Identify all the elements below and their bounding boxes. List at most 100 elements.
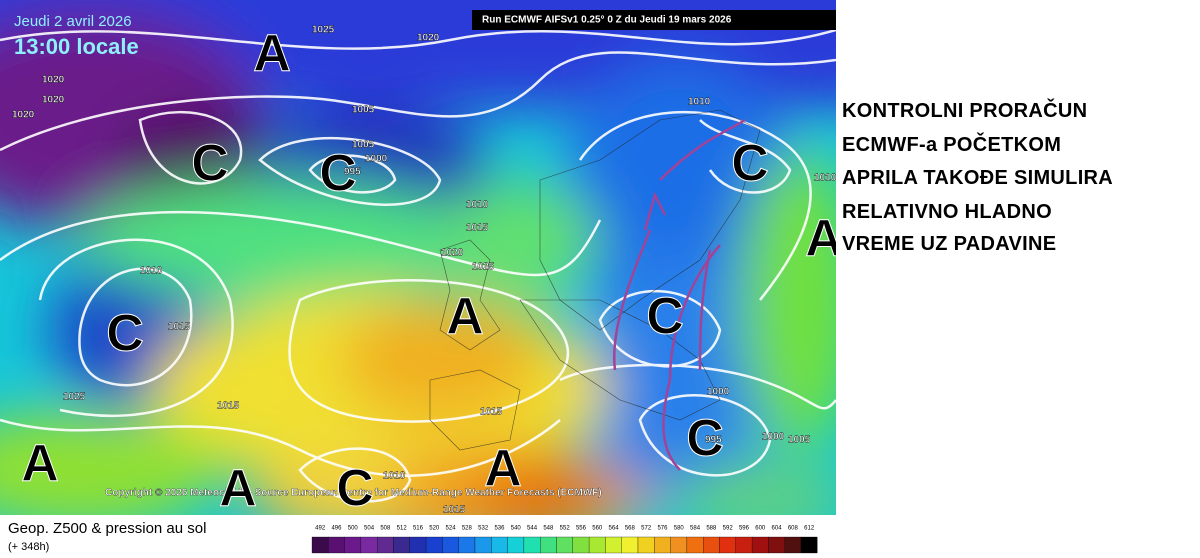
scale-label: 544 — [527, 526, 538, 532]
isobar-label: 1020 — [12, 110, 35, 121]
isobar-label: 1005 — [788, 435, 811, 446]
scale-swatch — [328, 536, 345, 554]
scale-swatch — [719, 536, 736, 554]
scale-swatch — [311, 536, 329, 554]
pressure-center: A — [484, 440, 522, 498]
scale-label: 508 — [380, 526, 391, 532]
isobar-label: 1015 — [168, 322, 191, 333]
scale-label: 584 — [690, 526, 701, 532]
isobar-label: 1015 — [443, 505, 466, 515]
scale-swatch — [800, 536, 818, 554]
isobar-label: 995 — [344, 167, 361, 178]
isobar-label: 1000 — [762, 432, 785, 443]
scale-label: 576 — [657, 526, 668, 532]
legend: Geop. Z500 & pression au sol (+ 348h) 49… — [8, 520, 818, 554]
scale-label: 588 — [706, 526, 717, 532]
forecast-time: 13:00 locale — [14, 34, 139, 59]
isobar-label: 1015 — [480, 407, 503, 418]
isobar-label: 1010 — [383, 471, 406, 482]
scale-label: 548 — [543, 526, 554, 532]
scale-label: 504 — [364, 526, 375, 532]
forecast-date: Jeudi 2 avril 2026 — [14, 13, 132, 30]
scale-label: 496 — [331, 526, 342, 532]
scale-swatch — [605, 536, 622, 554]
pressure-center: C — [319, 145, 357, 203]
scale-label: 572 — [641, 526, 652, 532]
scale-label: 532 — [478, 526, 489, 532]
scale-label: 560 — [592, 526, 603, 532]
scale-label: 592 — [723, 526, 734, 532]
isobar-label: 1000 — [707, 387, 730, 398]
isobar-label: 1010 — [140, 266, 163, 277]
scale-label: 512 — [397, 526, 408, 532]
scale-swatch — [637, 536, 655, 554]
pressure-center: C — [686, 410, 724, 468]
annotation-line: KONTROLNI PRORAČUN — [842, 100, 1088, 122]
scale-swatch — [491, 536, 508, 554]
pressure-center: C — [336, 460, 374, 515]
scale-label: 528 — [462, 526, 473, 532]
scale-label: 524 — [446, 526, 457, 532]
pressure-center: A — [219, 460, 257, 515]
isobar-label: 1020 — [42, 75, 65, 86]
scale-label: 564 — [609, 526, 620, 532]
scale-label: 596 — [739, 526, 750, 532]
scale-swatch — [556, 536, 573, 554]
copyright: Copyright © 2026 Meteociel.fr - Source E… — [105, 488, 602, 499]
lead-time: (+ 348h) — [8, 541, 49, 553]
annotation-line: ECMWF-a POČETKOM — [842, 134, 1062, 156]
run-info: Run ECMWF AIFSv1 0.25° 0 Z du Jeudi 19 m… — [482, 15, 732, 26]
scale-swatch — [409, 536, 427, 554]
isobar-label: 1000 — [365, 154, 388, 165]
scale-label: 608 — [788, 526, 799, 532]
scale-label: 540 — [511, 526, 522, 532]
scale-swatch — [768, 536, 785, 554]
pressure-center: A — [805, 210, 836, 268]
legend-title: Geop. Z500 & pression au sol — [8, 520, 206, 537]
scale-label: 556 — [576, 526, 587, 532]
isobar-label: 1010 — [814, 173, 836, 184]
isobar-label: 1020 — [42, 95, 65, 106]
scale-label: 612 — [804, 526, 815, 532]
scale-label: 604 — [772, 526, 783, 532]
annotation-line: RELATIVNO HLADNO — [842, 201, 1052, 223]
pressure-center: C — [646, 288, 684, 346]
scale-swatch — [670, 536, 688, 554]
isobar-label: 1025 — [312, 25, 335, 36]
scale-swatch — [588, 536, 606, 554]
scale-swatch — [654, 536, 671, 554]
isobar-label: 1025 — [472, 262, 495, 273]
scale-swatch — [572, 536, 590, 554]
scale-swatch — [393, 536, 410, 554]
scale-swatch — [540, 536, 557, 554]
isobar-label: 1020 — [441, 248, 464, 259]
isobar-label: 1005 — [352, 105, 375, 116]
scale-swatch — [474, 536, 492, 554]
isobar-label: 1005 — [352, 140, 375, 151]
scale-label: 516 — [413, 526, 424, 532]
scale-label: 552 — [560, 526, 571, 532]
pressure-center: A — [21, 435, 59, 493]
scale-swatch — [442, 536, 459, 554]
isobar-label: 1020 — [417, 33, 440, 44]
isobar-label: 1010 — [466, 200, 489, 211]
scale-swatch — [458, 536, 476, 554]
scale-swatch — [703, 536, 720, 554]
isobar-label: 1015 — [466, 223, 489, 234]
pressure-center: C — [191, 135, 229, 193]
scale-label: 520 — [429, 526, 440, 532]
isobar-label: 995 — [705, 435, 722, 446]
isobar-label: 1015 — [217, 401, 240, 412]
scale-swatch — [751, 536, 769, 554]
scale-swatch — [784, 536, 802, 554]
scale-swatch — [523, 536, 541, 554]
scale-swatch — [621, 536, 639, 554]
pressure-center: A — [446, 288, 484, 346]
scale-swatch — [507, 536, 525, 554]
scale-swatch — [735, 536, 753, 554]
scale-swatch — [344, 536, 362, 554]
scale-label: 568 — [625, 526, 636, 532]
pressure-center: C — [731, 135, 769, 193]
scale-label: 536 — [494, 526, 505, 532]
